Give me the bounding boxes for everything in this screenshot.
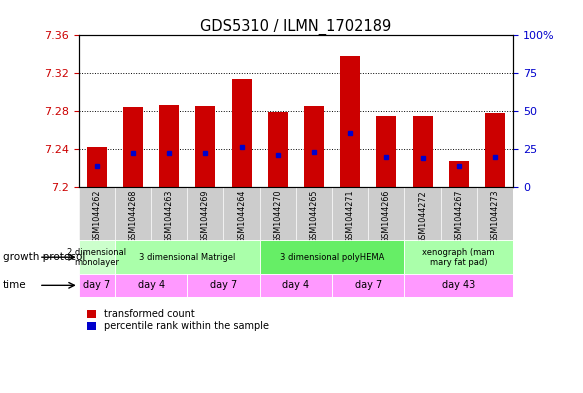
Bar (485, 113, 505, 187)
Bar (231, 79, 251, 187)
Bar (259, 241, 405, 274)
Bar (259, 187, 296, 241)
Text: GSM1044263: GSM1044263 (164, 190, 174, 243)
Bar (377, 116, 396, 187)
Bar (79, 274, 115, 297)
Text: GSM1044271: GSM1044271 (346, 190, 354, 244)
Bar (87, 147, 107, 187)
Text: GSM1044267: GSM1044267 (454, 190, 463, 244)
Bar (332, 187, 368, 241)
Bar (195, 106, 215, 187)
Bar (441, 187, 477, 241)
Bar (477, 187, 513, 241)
Bar (151, 187, 187, 241)
Text: day 7: day 7 (354, 280, 382, 290)
Text: growth protocol: growth protocol (3, 252, 85, 262)
Bar (332, 274, 405, 297)
Bar (115, 241, 259, 274)
Text: xenograph (mam
mary fat pad): xenograph (mam mary fat pad) (423, 248, 495, 267)
Bar (115, 274, 187, 297)
Text: 3 dimensional polyHEMA: 3 dimensional polyHEMA (280, 253, 384, 262)
Bar (259, 274, 332, 297)
Bar (79, 241, 115, 274)
Text: day 7: day 7 (83, 280, 110, 290)
Bar (123, 107, 143, 187)
Text: GSM1044265: GSM1044265 (310, 190, 318, 244)
Bar (368, 187, 405, 241)
Text: time: time (3, 280, 27, 290)
Text: day 4: day 4 (282, 280, 310, 290)
Text: day 4: day 4 (138, 280, 164, 290)
Bar (296, 187, 332, 241)
Bar (187, 274, 259, 297)
Text: GSM1044269: GSM1044269 (201, 190, 210, 244)
Bar (405, 187, 441, 241)
Bar (304, 106, 324, 187)
Text: GSM1044272: GSM1044272 (418, 190, 427, 244)
Text: 2 dimensional
monolayer: 2 dimensional monolayer (67, 248, 127, 267)
Text: GSM1044264: GSM1044264 (237, 190, 246, 243)
Title: GDS5310 / ILMN_1702189: GDS5310 / ILMN_1702189 (200, 19, 392, 35)
Bar (115, 187, 151, 241)
Bar (413, 116, 433, 187)
Bar (405, 241, 513, 274)
Text: GSM1044268: GSM1044268 (128, 190, 138, 243)
Text: GSM1044273: GSM1044273 (490, 190, 500, 244)
Bar (340, 56, 360, 187)
Bar (449, 161, 469, 187)
Text: day 43: day 43 (442, 280, 475, 290)
Bar (79, 187, 115, 241)
Legend: transformed count, percentile rank within the sample: transformed count, percentile rank withi… (83, 305, 273, 335)
Text: GSM1044270: GSM1044270 (273, 190, 282, 244)
Bar (187, 187, 223, 241)
Bar (159, 105, 179, 187)
Text: GSM1044266: GSM1044266 (382, 190, 391, 243)
Bar (223, 187, 259, 241)
Text: 3 dimensional Matrigel: 3 dimensional Matrigel (139, 253, 236, 262)
Text: day 7: day 7 (210, 280, 237, 290)
Bar (268, 112, 288, 187)
Bar (405, 274, 513, 297)
Text: GSM1044262: GSM1044262 (92, 190, 101, 244)
